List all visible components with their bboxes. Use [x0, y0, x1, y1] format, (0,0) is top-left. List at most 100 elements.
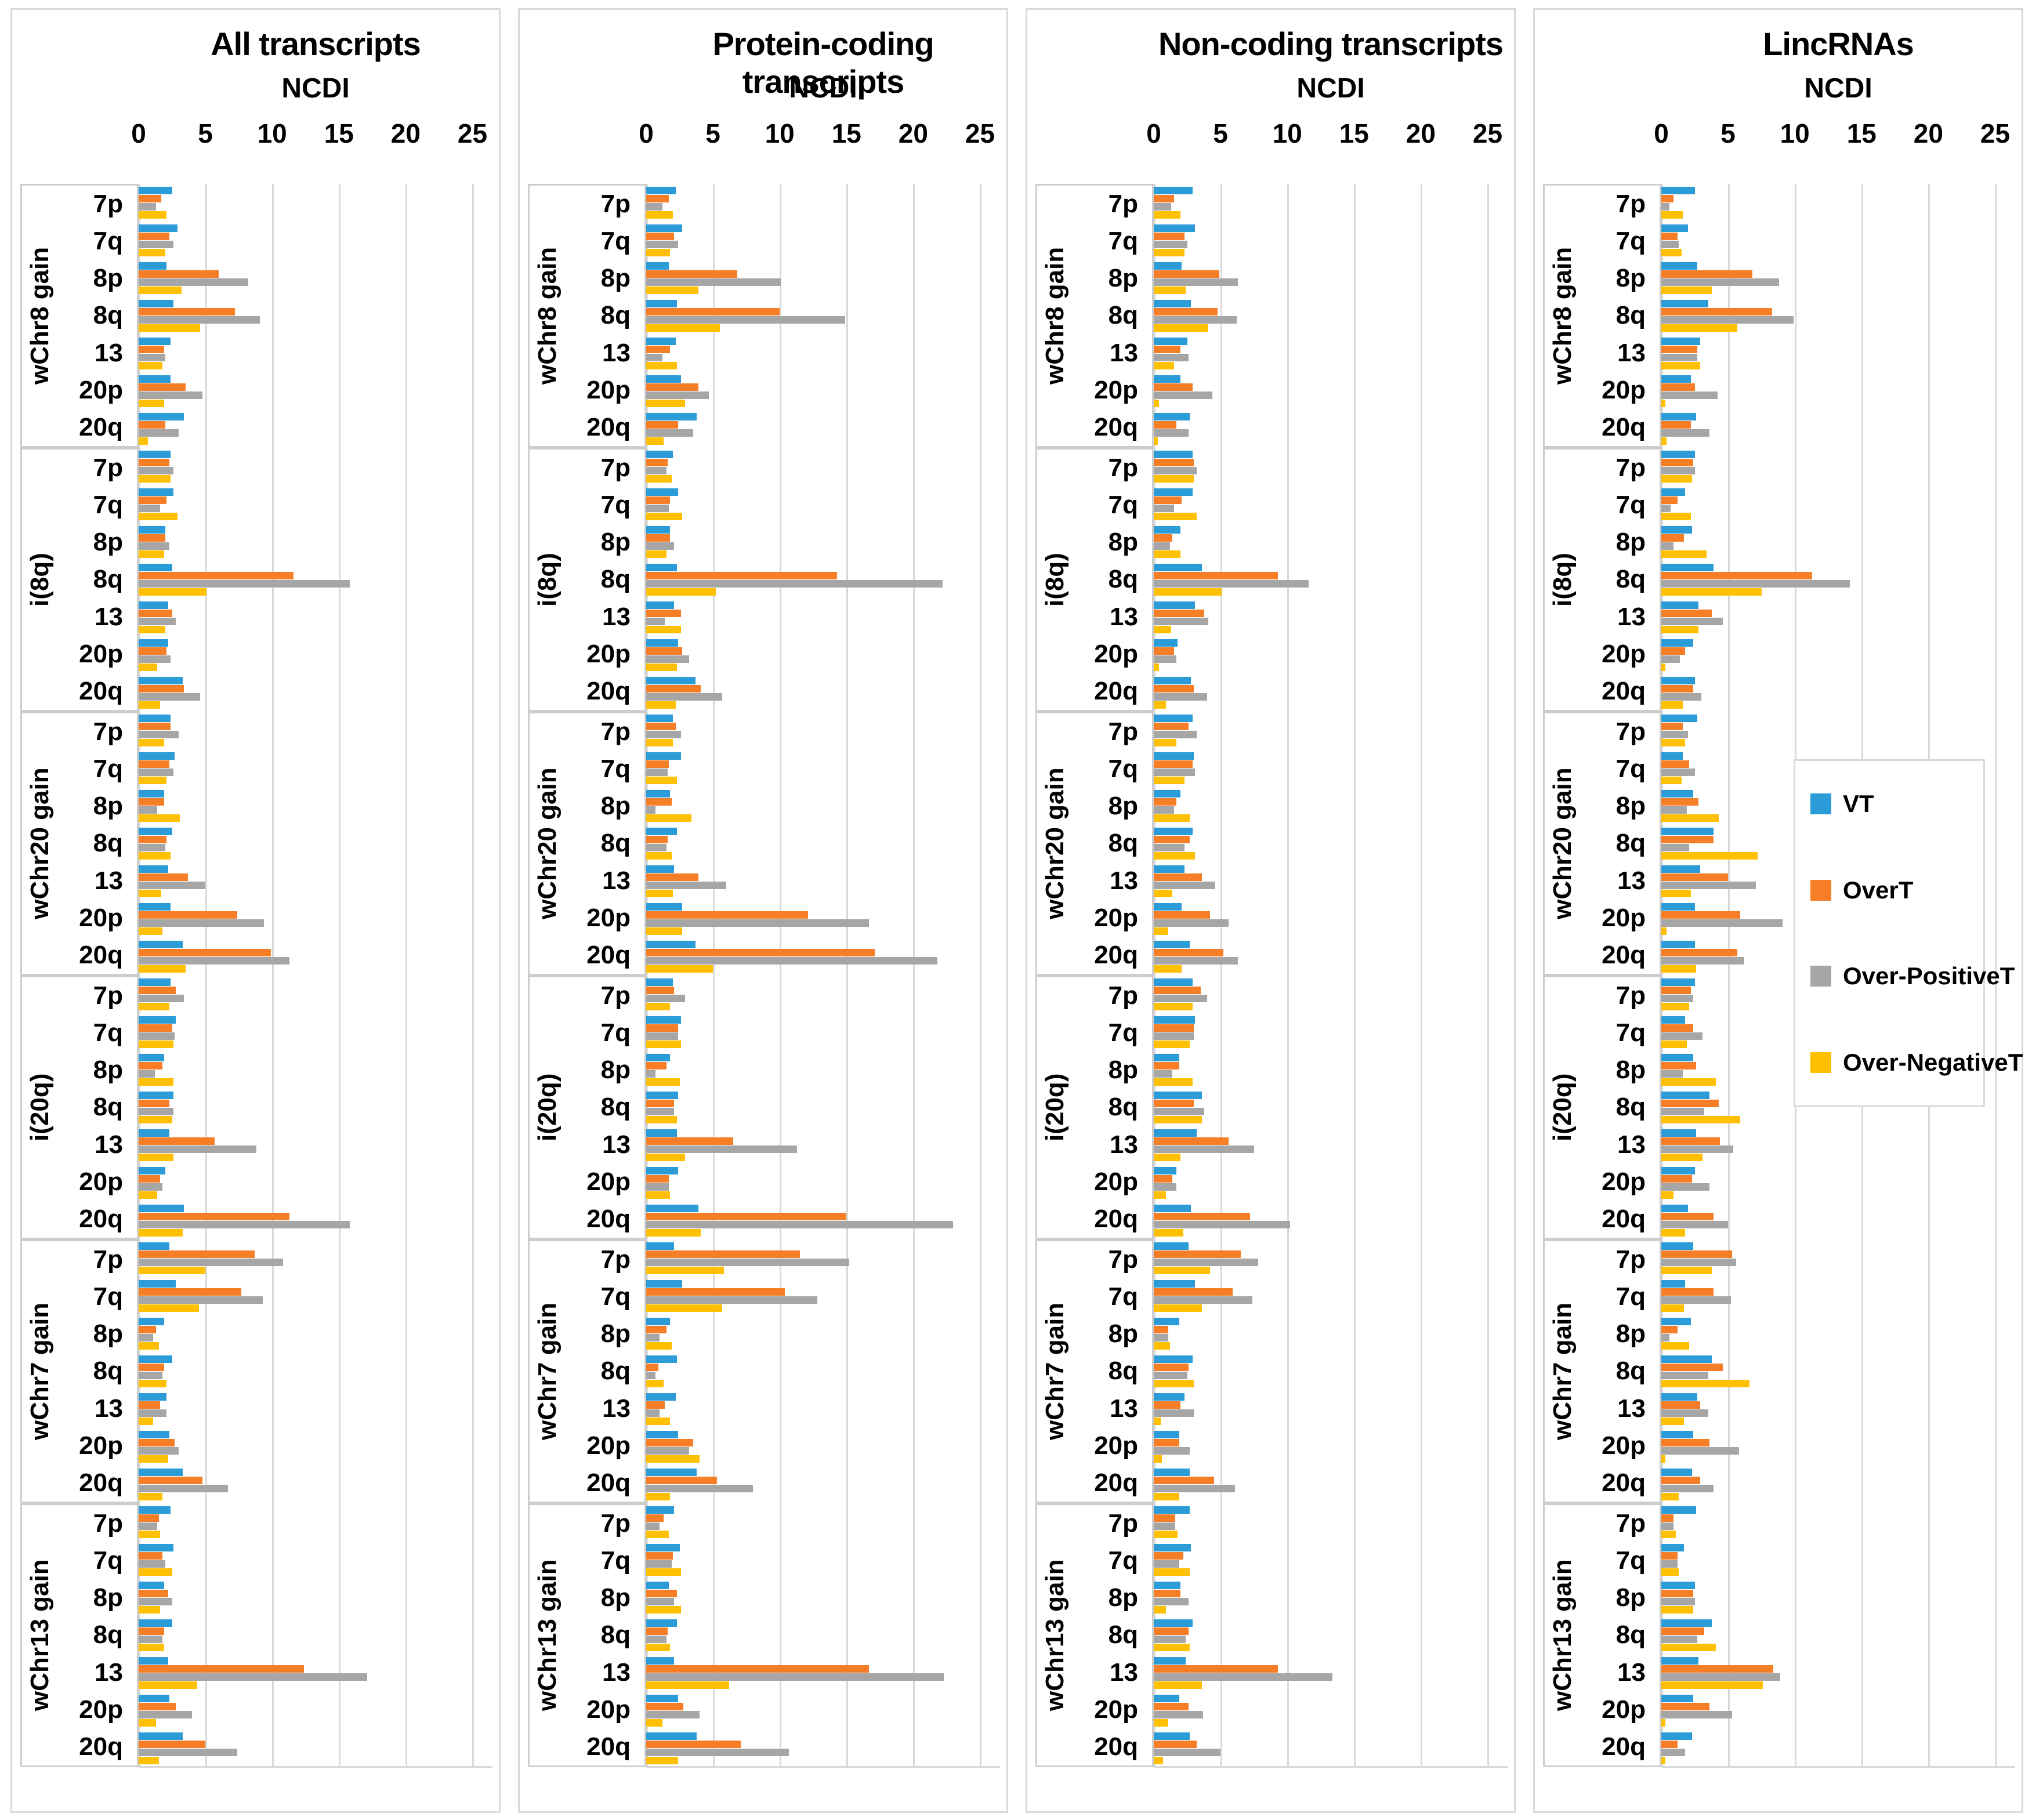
plot-area: [1154, 184, 1508, 1767]
bar-over-negativet: [1154, 362, 1174, 369]
bar-over-positivet: [1661, 542, 1673, 550]
bar-over-positivet: [139, 1183, 163, 1191]
bar-over-positivet: [139, 1636, 163, 1643]
bar-over-positivet: [646, 1560, 672, 1568]
bar-vt: [1154, 564, 1202, 571]
bar-row: [646, 184, 1000, 222]
bar-overt: [646, 270, 737, 278]
x-axis-tick: 10: [1780, 118, 1810, 148]
bar-row: [1661, 1315, 2015, 1353]
legend: VT OverT Over-PositiveT Over-NegativeT: [1794, 759, 2023, 1107]
group-label: wChr8 gain: [533, 246, 562, 385]
category-label: 7p: [1108, 1509, 1138, 1538]
bar-overt: [646, 873, 698, 881]
bar-over-negativet: [646, 852, 672, 860]
bar-vt: [1661, 187, 1695, 194]
bar-overt: [139, 270, 219, 278]
category-label: 20q: [1094, 1732, 1138, 1761]
bar-over-positivet: [139, 1032, 175, 1040]
bar-over-negativet: [1154, 437, 1158, 445]
category-label: 7q: [1615, 1546, 1646, 1575]
bar-over-positivet: [646, 1409, 660, 1417]
bar-over-negativet: [1661, 1606, 1694, 1614]
bar-vt: [139, 187, 172, 194]
category-label: 20q: [586, 676, 631, 705]
bar-over-positivet: [139, 1749, 238, 1756]
bar-vt: [139, 790, 164, 797]
bar-over-negativet: [1661, 1304, 1685, 1312]
bar-vt: [1154, 639, 1178, 647]
category-label: 8q: [600, 1357, 631, 1386]
legend-item: VT: [1810, 790, 1983, 818]
plot-bottom-border: [1154, 1766, 1508, 1768]
bar-row: [139, 1051, 492, 1089]
bar-row: [139, 1239, 492, 1277]
group-label: i(8q): [533, 553, 562, 607]
bar-over-negativet: [1154, 739, 1177, 746]
bar-over-negativet: [1154, 1003, 1193, 1010]
bar-vt: [1154, 903, 1182, 911]
bar-vt: [646, 1129, 677, 1137]
bar-overt: [139, 1024, 172, 1032]
bar-vt: [139, 715, 171, 722]
bar-over-negativet: [1661, 626, 1699, 633]
bar-over-negativet: [646, 324, 720, 332]
legend-swatch-icon: [1810, 966, 1831, 987]
bar-vt: [1154, 1582, 1181, 1589]
bar-over-positivet: [1661, 693, 1702, 701]
bar-vt: [1154, 1167, 1177, 1174]
bar-over-negativet: [1154, 249, 1184, 256]
bar-vt: [1154, 1619, 1193, 1627]
bar-vt: [1154, 1695, 1179, 1702]
bar-over-positivet: [1154, 1598, 1189, 1605]
x-axis-tick: 0: [1654, 118, 1669, 148]
bar-row: [646, 1202, 1000, 1239]
group-label-box: i(20q) 7p 7q 8p 8q 13 20p 20q: [1543, 976, 1661, 1239]
x-axis-tick: 5: [1720, 118, 1736, 148]
category-label: 20q: [1094, 940, 1138, 969]
bar-vt: [1154, 752, 1194, 760]
category-label: 13: [602, 338, 631, 367]
bar-over-negativet: [1661, 890, 1691, 897]
category-label: 20p: [79, 903, 123, 932]
bar-over-negativet: [1154, 1191, 1166, 1199]
bar-over-positivet: [1661, 505, 1671, 512]
bar-overt: [139, 1665, 305, 1673]
bar-over-negativet: [1154, 1493, 1179, 1500]
bar-over-positivet: [139, 731, 179, 738]
bar-over-positivet: [1661, 1485, 1714, 1492]
bar-row: [646, 976, 1000, 1013]
bar-over-negativet: [1661, 1040, 1687, 1048]
category-label: 7q: [93, 1018, 123, 1047]
category-label: 8q: [93, 1357, 123, 1386]
category-label: 7q: [1108, 1282, 1138, 1311]
bar-over-positivet: [646, 957, 937, 965]
bar-over-negativet: [1154, 965, 1182, 973]
group-label-box: wChr8 gain 7p 7q 8p 8q 13 20p 20q: [528, 184, 646, 448]
category-label: 7p: [600, 1509, 631, 1538]
bar-row: [1661, 1692, 2015, 1730]
bar-overt: [1661, 496, 1678, 504]
bar-row: [1661, 712, 2015, 749]
bar-over-positivet: [139, 354, 166, 361]
category-label: 8q: [600, 565, 631, 594]
x-axis-tick: 10: [257, 118, 287, 148]
bar-over-positivet: [1661, 618, 1723, 625]
bar-row: [139, 1428, 492, 1466]
bar-vt: [1154, 1318, 1179, 1325]
category-label: 7q: [1615, 1282, 1646, 1311]
bar-row: [1154, 749, 1508, 787]
category-label: 7p: [93, 1245, 123, 1274]
group-label: i(20q): [1548, 1073, 1577, 1142]
gridline: [339, 184, 341, 1767]
bar-over-negativet: [1661, 927, 1667, 935]
bar-overt: [139, 760, 169, 768]
chart-panel-1: All transcripts NCDI 0 5 10 15 20 25 wChr8 gain 7…: [10, 8, 501, 1813]
bar-over-positivet: [139, 316, 260, 324]
category-label: 7p: [1108, 981, 1138, 1010]
bar-over-positivet: [646, 1183, 669, 1191]
bar-row: [646, 636, 1000, 674]
category-label: 7q: [600, 1018, 631, 1047]
bar-over-negativet: [139, 1003, 169, 1010]
category-label: 20q: [1094, 412, 1138, 441]
